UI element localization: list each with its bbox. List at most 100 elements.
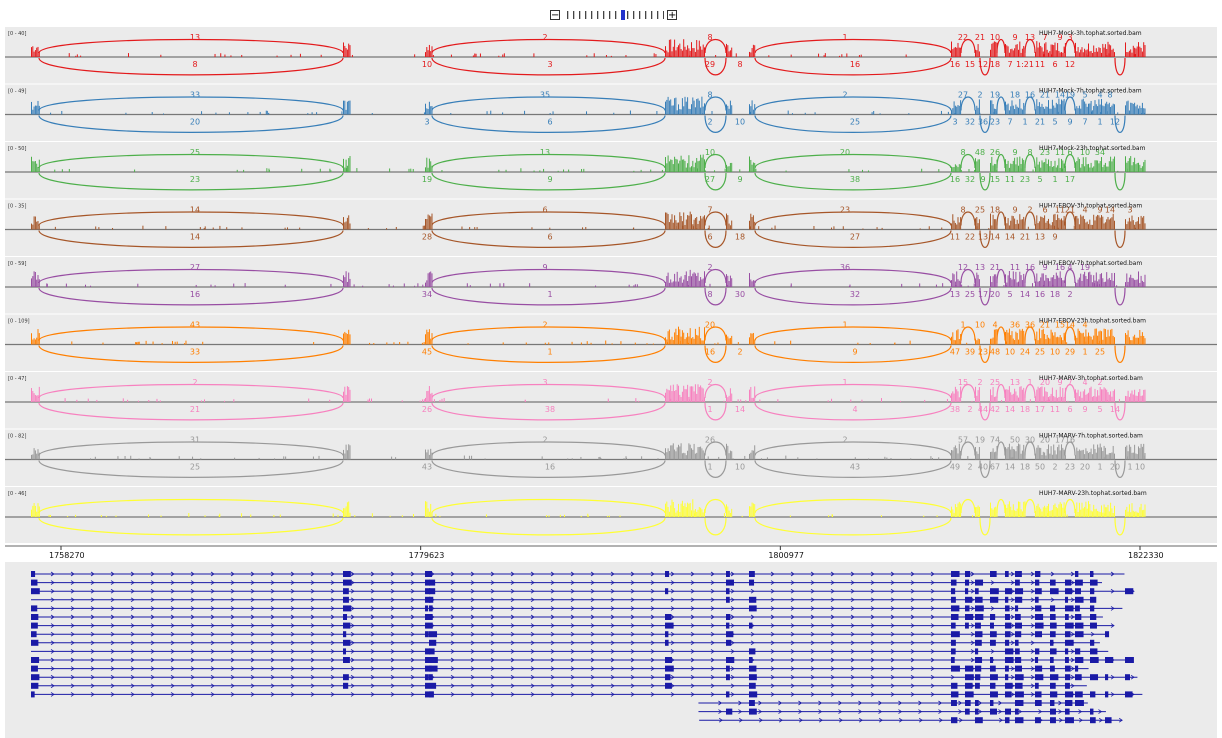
splice-junction-arc[interactable] <box>754 402 952 421</box>
splice-junction-arc[interactable] <box>996 153 1006 169</box>
splice-junction-arc[interactable] <box>754 153 952 169</box>
transcript[interactable] <box>31 614 1103 620</box>
splice-junction-arc[interactable] <box>754 345 952 363</box>
zoom-tick[interactable] <box>639 11 641 19</box>
splice-junction-arc[interactable] <box>1064 326 1076 341</box>
splice-junction-arc[interactable] <box>979 460 991 478</box>
transcript[interactable] <box>698 700 1088 706</box>
zoom-in-button[interactable]: + <box>667 10 677 21</box>
splice-junction-arc[interactable] <box>1114 402 1126 421</box>
splice-junction-arc[interactable] <box>704 402 727 421</box>
splice-junction-arc[interactable] <box>960 326 976 341</box>
splice-junction-arc[interactable] <box>1114 517 1126 536</box>
zoom-tick[interactable] <box>591 11 593 19</box>
transcript[interactable] <box>31 639 1100 646</box>
splice-junction-arc[interactable] <box>704 460 727 478</box>
splice-junction-arc[interactable] <box>38 38 344 54</box>
splice-junction-arc[interactable] <box>38 268 344 284</box>
splice-junction-arc[interactable] <box>754 96 952 111</box>
transcript[interactable] <box>31 596 1097 603</box>
splice-junction-arc[interactable] <box>960 38 976 54</box>
splice-junction-arc[interactable] <box>754 57 952 76</box>
zoom-tick[interactable] <box>633 11 635 19</box>
splice-junction-arc[interactable] <box>704 498 727 514</box>
splice-junction-arc[interactable] <box>1064 38 1076 54</box>
zoom-tick[interactable] <box>657 11 659 19</box>
splice-junction-arc[interactable] <box>38 96 344 112</box>
splice-junction-arc[interactable] <box>38 287 344 306</box>
splice-junction-arc[interactable] <box>979 57 991 76</box>
splice-junction-arc[interactable] <box>996 96 1006 111</box>
splice-junction-arc[interactable] <box>1114 345 1126 363</box>
splice-junction-arc[interactable] <box>754 498 952 514</box>
splice-junction-arc[interactable] <box>1024 383 1036 399</box>
splice-junction-arc[interactable] <box>754 287 952 306</box>
splice-junction-arc[interactable] <box>38 345 344 363</box>
splice-junction-arc[interactable] <box>996 211 1006 226</box>
splice-junction-arc[interactable] <box>38 460 344 478</box>
splice-junction-arc[interactable] <box>431 345 666 363</box>
splice-junction-arc[interactable] <box>704 517 727 536</box>
splice-junction-arc[interactable] <box>704 383 727 399</box>
splice-junction-arc[interactable] <box>754 211 952 226</box>
transcript[interactable] <box>31 682 1087 689</box>
splice-junction-arc[interactable] <box>704 153 727 169</box>
zoom-tick[interactable] <box>651 11 653 19</box>
splice-junction-arc[interactable] <box>38 383 344 399</box>
splice-junction-arc[interactable] <box>38 211 344 227</box>
splice-junction-arc[interactable] <box>960 498 976 514</box>
splice-junction-arc[interactable] <box>1024 153 1036 169</box>
splice-junction-arc[interactable] <box>431 268 666 284</box>
transcript[interactable] <box>31 657 1134 663</box>
splice-junction-arc[interactable] <box>1024 96 1036 111</box>
splice-junction-arc[interactable] <box>431 172 666 191</box>
splice-junction-arc[interactable] <box>754 38 952 54</box>
splice-junction-arc[interactable] <box>1114 115 1126 133</box>
zoom-tick[interactable] <box>663 11 664 19</box>
splice-junction-arc[interactable] <box>979 115 991 133</box>
splice-junction-arc[interactable] <box>996 441 1006 456</box>
splice-junction-arc[interactable] <box>754 326 952 341</box>
splice-junction-arc[interactable] <box>38 115 344 133</box>
splice-junction-arc[interactable] <box>1024 498 1036 514</box>
splice-junction-arc[interactable] <box>754 172 952 191</box>
track-4[interactable]: 14 6 7 23 8 25 18 9 2 6 11 21 4 9 14 314 28 6 6 18 27 11 22 13 1… <box>5 199 1217 257</box>
track-2[interactable]: 33 35 8 2 27 2 19 18 16 21 14 19 5 4 820 3 6 2 10 25 3 32 36 23… <box>5 84 1217 142</box>
splice-junction-arc[interactable] <box>431 287 666 306</box>
splice-junction-arc[interactable] <box>1064 441 1076 456</box>
splice-junction-arc[interactable] <box>38 402 344 421</box>
splice-junction-arc[interactable] <box>1064 96 1076 111</box>
splice-junction-arc[interactable] <box>38 153 344 169</box>
splice-junction-arc[interactable] <box>1114 57 1126 76</box>
splice-junction-arc[interactable] <box>960 211 976 226</box>
transcript[interactable] <box>31 648 1109 655</box>
transcript[interactable] <box>698 708 1106 715</box>
splice-junction-arc[interactable] <box>754 441 952 456</box>
splice-junction-arc[interactable] <box>704 172 727 191</box>
track-6[interactable]: 43 2 20 1 1 10 4 36 36 21 15 14 433 45 1 16 2 9 47 39 23 48 10… <box>5 314 1217 372</box>
splice-junction-arc[interactable] <box>996 383 1006 399</box>
zoom-level-current[interactable] <box>621 10 625 20</box>
splice-junction-arc[interactable] <box>431 96 666 112</box>
splice-junction-arc[interactable] <box>1064 153 1076 169</box>
splice-junction-arc[interactable] <box>754 460 952 478</box>
zoom-tick[interactable] <box>567 11 569 19</box>
splice-junction-arc[interactable] <box>704 230 727 248</box>
splice-junction-arc[interactable] <box>38 498 344 514</box>
splice-junction-arc[interactable] <box>431 517 666 536</box>
transcript[interactable] <box>31 674 1138 681</box>
zoom-out-button[interactable]: − <box>550 10 560 21</box>
zoom-tick[interactable] <box>603 11 605 19</box>
zoom-tick[interactable] <box>585 11 587 19</box>
transcript[interactable] <box>31 691 1143 698</box>
splice-junction-arc[interactable] <box>996 268 1006 284</box>
splice-junction-arc[interactable] <box>431 153 666 169</box>
splice-junction-arc[interactable] <box>38 57 344 76</box>
splice-junction-arc[interactable] <box>431 498 666 514</box>
splice-junction-arc[interactable] <box>996 38 1006 54</box>
transcript[interactable] <box>31 665 1089 672</box>
splice-junction-arc[interactable] <box>704 441 727 456</box>
splice-junction-arc[interactable] <box>38 230 344 248</box>
splice-junction-arc[interactable] <box>431 326 666 342</box>
splice-junction-arc[interactable] <box>1064 498 1076 514</box>
